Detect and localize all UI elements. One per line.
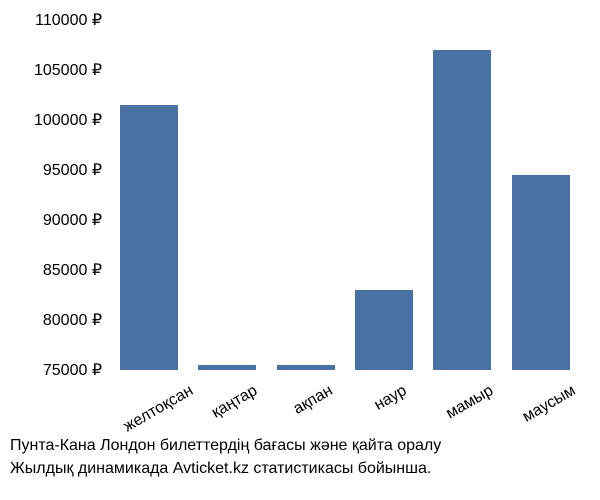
x-tick-label: ақпан [290, 382, 336, 419]
bar [433, 50, 491, 370]
y-tick-label: 95000 ₽ [43, 160, 102, 180]
caption-line-1: Пунта-Кана Лондон билеттердің бағасы жән… [10, 435, 590, 457]
bar [355, 290, 413, 370]
y-axis: 75000 ₽80000 ₽85000 ₽90000 ₽95000 ₽10000… [0, 20, 110, 370]
x-tick-label: мамыр [444, 382, 497, 423]
x-tick-label: желтоқсан [121, 382, 197, 436]
y-tick-label: 85000 ₽ [43, 260, 102, 280]
bar-wrap [502, 20, 580, 370]
y-tick-label: 75000 ₽ [43, 360, 102, 380]
bar-wrap [423, 20, 501, 370]
x-tick-label: маусым [520, 382, 579, 427]
bar [120, 105, 178, 370]
x-tick-label: наур [372, 382, 411, 415]
bar-wrap [110, 20, 188, 370]
chart-container: 75000 ₽ 80000 ₽ 85000 ₽ 90000 ₽ 95000 ₽ 10000… [0, 0, 600, 500]
chart-caption: Пунта-Кана Лондон билеттердің бағасы жән… [10, 435, 590, 480]
bar-wrap [267, 20, 345, 370]
y-tick-label: 100000 ₽ [34, 110, 102, 130]
x-tick-label: қаңтар [209, 382, 261, 422]
y-tick-label: 110000 ₽ [35, 10, 102, 30]
y-tick-label: 105000 ₽ [34, 60, 102, 80]
bar-wrap [345, 20, 423, 370]
bars-group [110, 20, 580, 370]
chart-plot-area [110, 20, 580, 370]
y-tick-label: 80000 ₽ [43, 310, 102, 330]
bar [512, 175, 570, 370]
y-tick-label: 90000 ₽ [43, 210, 102, 230]
bar-wrap [188, 20, 266, 370]
caption-line-2: Жылдық динамикада Avticket.kz статистика… [10, 458, 590, 480]
bar [277, 365, 335, 370]
bar [198, 365, 256, 370]
